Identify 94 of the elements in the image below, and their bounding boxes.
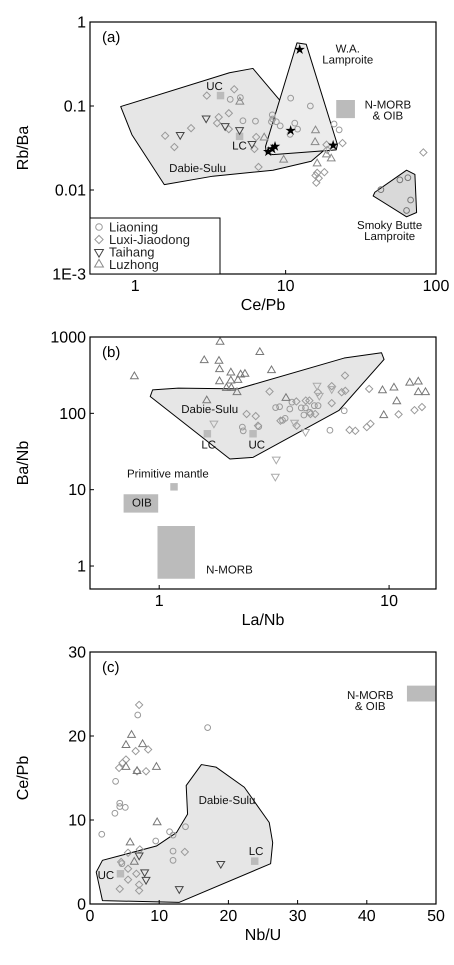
annotation: Smoky Butte Lamproite — [357, 220, 422, 243]
point — [116, 800, 124, 807]
point — [116, 870, 124, 878]
y-axis-title: Ba/Nb — [15, 440, 32, 486]
point — [98, 830, 106, 838]
point — [112, 778, 119, 785]
point — [204, 724, 212, 731]
point — [124, 876, 132, 884]
point — [132, 870, 140, 878]
point — [112, 810, 118, 817]
x-tick-label: 40 — [358, 908, 376, 925]
annotation: OIB — [132, 498, 152, 510]
point — [116, 803, 124, 810]
point — [116, 884, 124, 893]
annotation: W.A. Lamproite — [322, 43, 374, 66]
annotation: UC — [98, 870, 114, 882]
y-tick-label: 1E-3 — [52, 266, 86, 284]
y-tick-label: 10 — [68, 482, 86, 500]
point — [144, 745, 152, 754]
y-axis-title: Rb/Ba — [15, 126, 32, 170]
point — [174, 886, 184, 894]
point — [114, 764, 124, 772]
point — [127, 730, 136, 738]
y-tick-label: 0 — [77, 896, 86, 914]
legend-label: Liaoning — [109, 220, 158, 234]
y-tick-label: 1000 — [50, 330, 86, 346]
annotation: Dabie-Sulu — [198, 794, 256, 807]
point — [118, 758, 127, 767]
annotation: UC — [248, 440, 266, 452]
x-tick-label: 10 — [150, 908, 168, 925]
point — [250, 857, 258, 865]
point — [152, 838, 160, 844]
point — [216, 860, 226, 869]
point — [152, 762, 161, 770]
x-tick-label: 50 — [427, 908, 445, 925]
annotation: LC — [248, 846, 264, 858]
point — [166, 828, 173, 836]
annotation: UC — [206, 81, 223, 94]
annotation: N-MORB & OIB — [346, 690, 394, 714]
point — [135, 886, 144, 895]
x-tick-label: 30 — [288, 908, 307, 925]
point — [152, 818, 162, 826]
point — [124, 864, 132, 873]
annotation: LC — [232, 140, 247, 152]
point — [142, 876, 150, 885]
y-tick-label: 1 — [77, 558, 86, 576]
x-axis-title: La/Nb — [242, 612, 284, 629]
y-tick-label: 0.01 — [54, 182, 86, 200]
y-tick-label: 100 — [59, 406, 86, 423]
annotation: Primitive mantle — [126, 468, 209, 481]
y-tick-label: 30 — [68, 644, 86, 662]
point — [135, 700, 144, 710]
annotation: LC — [201, 440, 216, 452]
y-tick-label: 20 — [68, 728, 86, 746]
x-axis-title: Ce/Pb — [240, 297, 286, 314]
point — [132, 747, 140, 756]
point — [130, 857, 139, 865]
point — [117, 858, 126, 866]
annotation: (c) — [102, 659, 120, 676]
point — [134, 852, 144, 860]
point — [122, 804, 129, 811]
point — [170, 832, 176, 838]
annotation: Dabie-Sulu — [181, 404, 238, 416]
point — [170, 856, 176, 864]
annotation: Dabie-Sulu — [169, 162, 226, 175]
point — [118, 860, 126, 868]
point — [126, 838, 135, 846]
legend-label: Taihang — [109, 244, 155, 260]
annotation: (b) — [102, 344, 120, 361]
point — [124, 848, 132, 857]
point — [136, 845, 144, 854]
x-axis-title: Nb/U — [244, 927, 282, 944]
point — [182, 823, 189, 830]
y-tick-label: 10 — [68, 812, 86, 830]
annotation: (a) — [102, 29, 120, 46]
point — [134, 712, 142, 718]
point — [140, 869, 150, 878]
point — [138, 739, 147, 748]
y-tick-label: 1 — [77, 14, 86, 32]
point — [180, 848, 189, 856]
y-tick-label: 0.1 — [64, 98, 86, 116]
x-tick-label: 20 — [220, 908, 238, 925]
x-tick-label: 100 — [422, 278, 450, 295]
annotation: N-MORB — [206, 564, 254, 577]
point — [122, 762, 130, 770]
x-tick-label: 1 — [130, 278, 140, 295]
annotation: N-MORB & OIB — [364, 99, 412, 122]
point — [135, 880, 144, 889]
point — [142, 767, 150, 776]
y-axis-title: Ce/Pb — [15, 756, 32, 800]
x-tick-label: 10 — [276, 278, 295, 295]
point — [122, 740, 130, 748]
point — [122, 755, 130, 764]
point — [170, 848, 176, 854]
